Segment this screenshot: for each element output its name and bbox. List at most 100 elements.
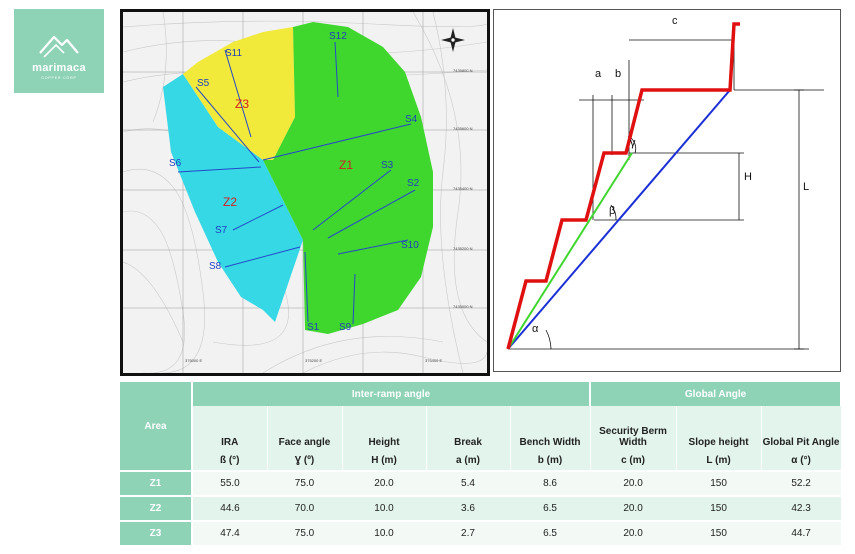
cell-ira: 55.0	[192, 470, 267, 496]
column-header-ira: IRA	[192, 406, 268, 450]
group-header-global-angle: Global Angle	[590, 382, 843, 406]
logo-brand-name: marimaca	[32, 62, 86, 74]
unit-global-pit-angle: α (°)	[761, 450, 842, 471]
cell-security-berm-width: 20.0	[590, 495, 677, 521]
zone-label-z2: Z2	[223, 195, 237, 209]
cell-bench-width: 8.6	[510, 470, 591, 496]
cell-bench-width: 6.5	[510, 520, 591, 545]
logo-tagline: COPPER CORP	[41, 76, 77, 80]
column-header-height: Height	[342, 406, 427, 450]
column-header-bench-width: Bench Width	[510, 406, 591, 450]
cell-break: 2.7	[426, 520, 510, 545]
inter-ramp-angle-line	[507, 152, 633, 350]
unit-break: a (m)	[426, 450, 511, 471]
column-header-security-berm-width: Security Berm Width	[590, 406, 677, 450]
easting-label-3: 375400 E	[425, 358, 442, 363]
column-header-break: Break	[426, 406, 511, 450]
cell-break: 3.6	[426, 495, 510, 521]
section-label-s1: S1	[307, 322, 320, 333]
unit-security-berm-width: c (m)	[590, 450, 677, 471]
cell-global-pit-angle: 42.3	[761, 495, 842, 521]
row-label-z1: Z1	[120, 470, 193, 496]
bench-profile-line	[506, 22, 740, 350]
section-label-s4: S4	[405, 114, 418, 125]
section-lines	[177, 41, 416, 325]
section-label-s5: S5	[197, 78, 210, 89]
section-label-s9: S9	[339, 322, 352, 333]
cell-global-pit-angle: 52.2	[761, 470, 842, 496]
northing-label-5: 7435000 N	[453, 304, 473, 309]
cell-security-berm-width: 20.0	[590, 470, 677, 496]
label-c: c	[672, 15, 678, 27]
section-label-s3: S3	[381, 160, 394, 171]
north-arrow-icon	[441, 28, 465, 52]
slope-diagram-canvas: c a b H L α β γ	[506, 15, 824, 350]
area-header: Area	[120, 382, 193, 471]
column-header-face-angle: Face angle	[267, 406, 343, 450]
section-label-s6: S6	[169, 158, 182, 169]
row-label-z3: Z3	[120, 520, 193, 545]
easting-label-2: 375200 E	[305, 358, 322, 363]
label-gamma: γ	[630, 137, 636, 149]
cell-security-berm-width: 20.0	[590, 520, 677, 545]
table-row: Z1 55.0 75.0 20.0 5.4 8.6 20.0 150 52.2	[120, 470, 842, 496]
label-alpha: α	[532, 323, 539, 335]
cell-ira: 47.4	[192, 520, 267, 545]
unit-face-angle: Ɣ (º)	[267, 450, 343, 471]
section-label-s7: S7	[215, 225, 228, 236]
zone-label-z1: Z1	[339, 158, 353, 172]
unit-height: H (m)	[342, 450, 427, 471]
table-unit-row: ß (°) Ɣ (º) H (m) a (m) b (m) c (m) L (m…	[120, 450, 842, 471]
section-label-s2: S2	[407, 178, 420, 189]
northing-label-1: 7435800 N	[453, 68, 473, 73]
label-H: H	[744, 171, 752, 183]
cell-slope-height: 150	[676, 470, 762, 496]
cell-global-pit-angle: 44.7	[761, 520, 842, 545]
cell-slope-height: 150	[676, 520, 762, 545]
northing-label-3: 7435400 N	[453, 186, 473, 191]
section-label-s12: S12	[329, 31, 347, 42]
section-label-s8: S8	[209, 261, 222, 272]
unit-slope-height: L (m)	[676, 450, 762, 471]
cell-ira: 44.6	[192, 495, 267, 521]
cell-face-angle: 70.0	[267, 495, 342, 521]
dimension-lines	[508, 35, 824, 350]
label-beta: β	[609, 205, 615, 217]
slope-geometry-diagram: c a b H L α β γ	[493, 9, 841, 372]
easting-label-1: 375000 E	[185, 358, 202, 363]
table-row: Z2 44.6 70.0 10.0 3.6 6.5 20.0 150 42.3	[120, 495, 842, 521]
table-group-header-row: Area Inter-ramp angle Global Angle	[120, 382, 843, 471]
map-canvas: Z3 Z1 Z2 S1 S2 S3 S4 S5 S6 S7 S8 S9 S10 …	[123, 12, 487, 373]
cell-bench-width: 6.5	[510, 495, 591, 521]
cell-height: 10.0	[342, 520, 426, 545]
cell-face-angle: 75.0	[267, 470, 342, 496]
cell-slope-height: 150	[676, 495, 762, 521]
cell-height: 10.0	[342, 495, 426, 521]
zone-z3-area	[183, 27, 295, 160]
column-header-slope-height: Slope height	[676, 406, 762, 450]
global-angle-line	[507, 89, 731, 350]
company-logo: marimaca COPPER CORP	[14, 9, 104, 93]
mountain-logo-icon	[39, 35, 79, 58]
cell-height: 20.0	[342, 470, 426, 496]
northing-label-2: 7435600 N	[453, 126, 473, 131]
row-label-z2: Z2	[120, 495, 193, 521]
unit-ira: ß (°)	[192, 450, 268, 471]
section-label-s11: S11	[225, 48, 242, 59]
column-header-global-pit-angle: Global Pit Angle	[761, 406, 842, 450]
unit-bench-width: b (m)	[510, 450, 591, 471]
northing-label-4: 7435200 N	[453, 246, 473, 251]
label-L: L	[803, 181, 809, 193]
zone-label-z3: Z3	[235, 97, 249, 111]
cell-face-angle: 75.0	[267, 520, 342, 545]
group-header-inter-ramp: Inter-ramp angle	[192, 382, 592, 406]
slope-parameters-table: Area Inter-ramp angle Global Angle IRA F…	[120, 382, 843, 545]
label-b: b	[615, 68, 621, 80]
section-label-s10: S10	[401, 240, 419, 251]
table-column-header-row: IRA Face angle Height Break Bench Width …	[120, 406, 842, 450]
table-row: Z3 47.4 75.0 10.0 2.7 6.5 20.0 150 44.7	[120, 520, 842, 545]
label-a: a	[595, 68, 602, 80]
cell-break: 5.4	[426, 470, 510, 496]
zone-z2-area	[163, 74, 303, 322]
pit-zone-map: Z3 Z1 Z2 S1 S2 S3 S4 S5 S6 S7 S8 S9 S10 …	[120, 9, 490, 376]
